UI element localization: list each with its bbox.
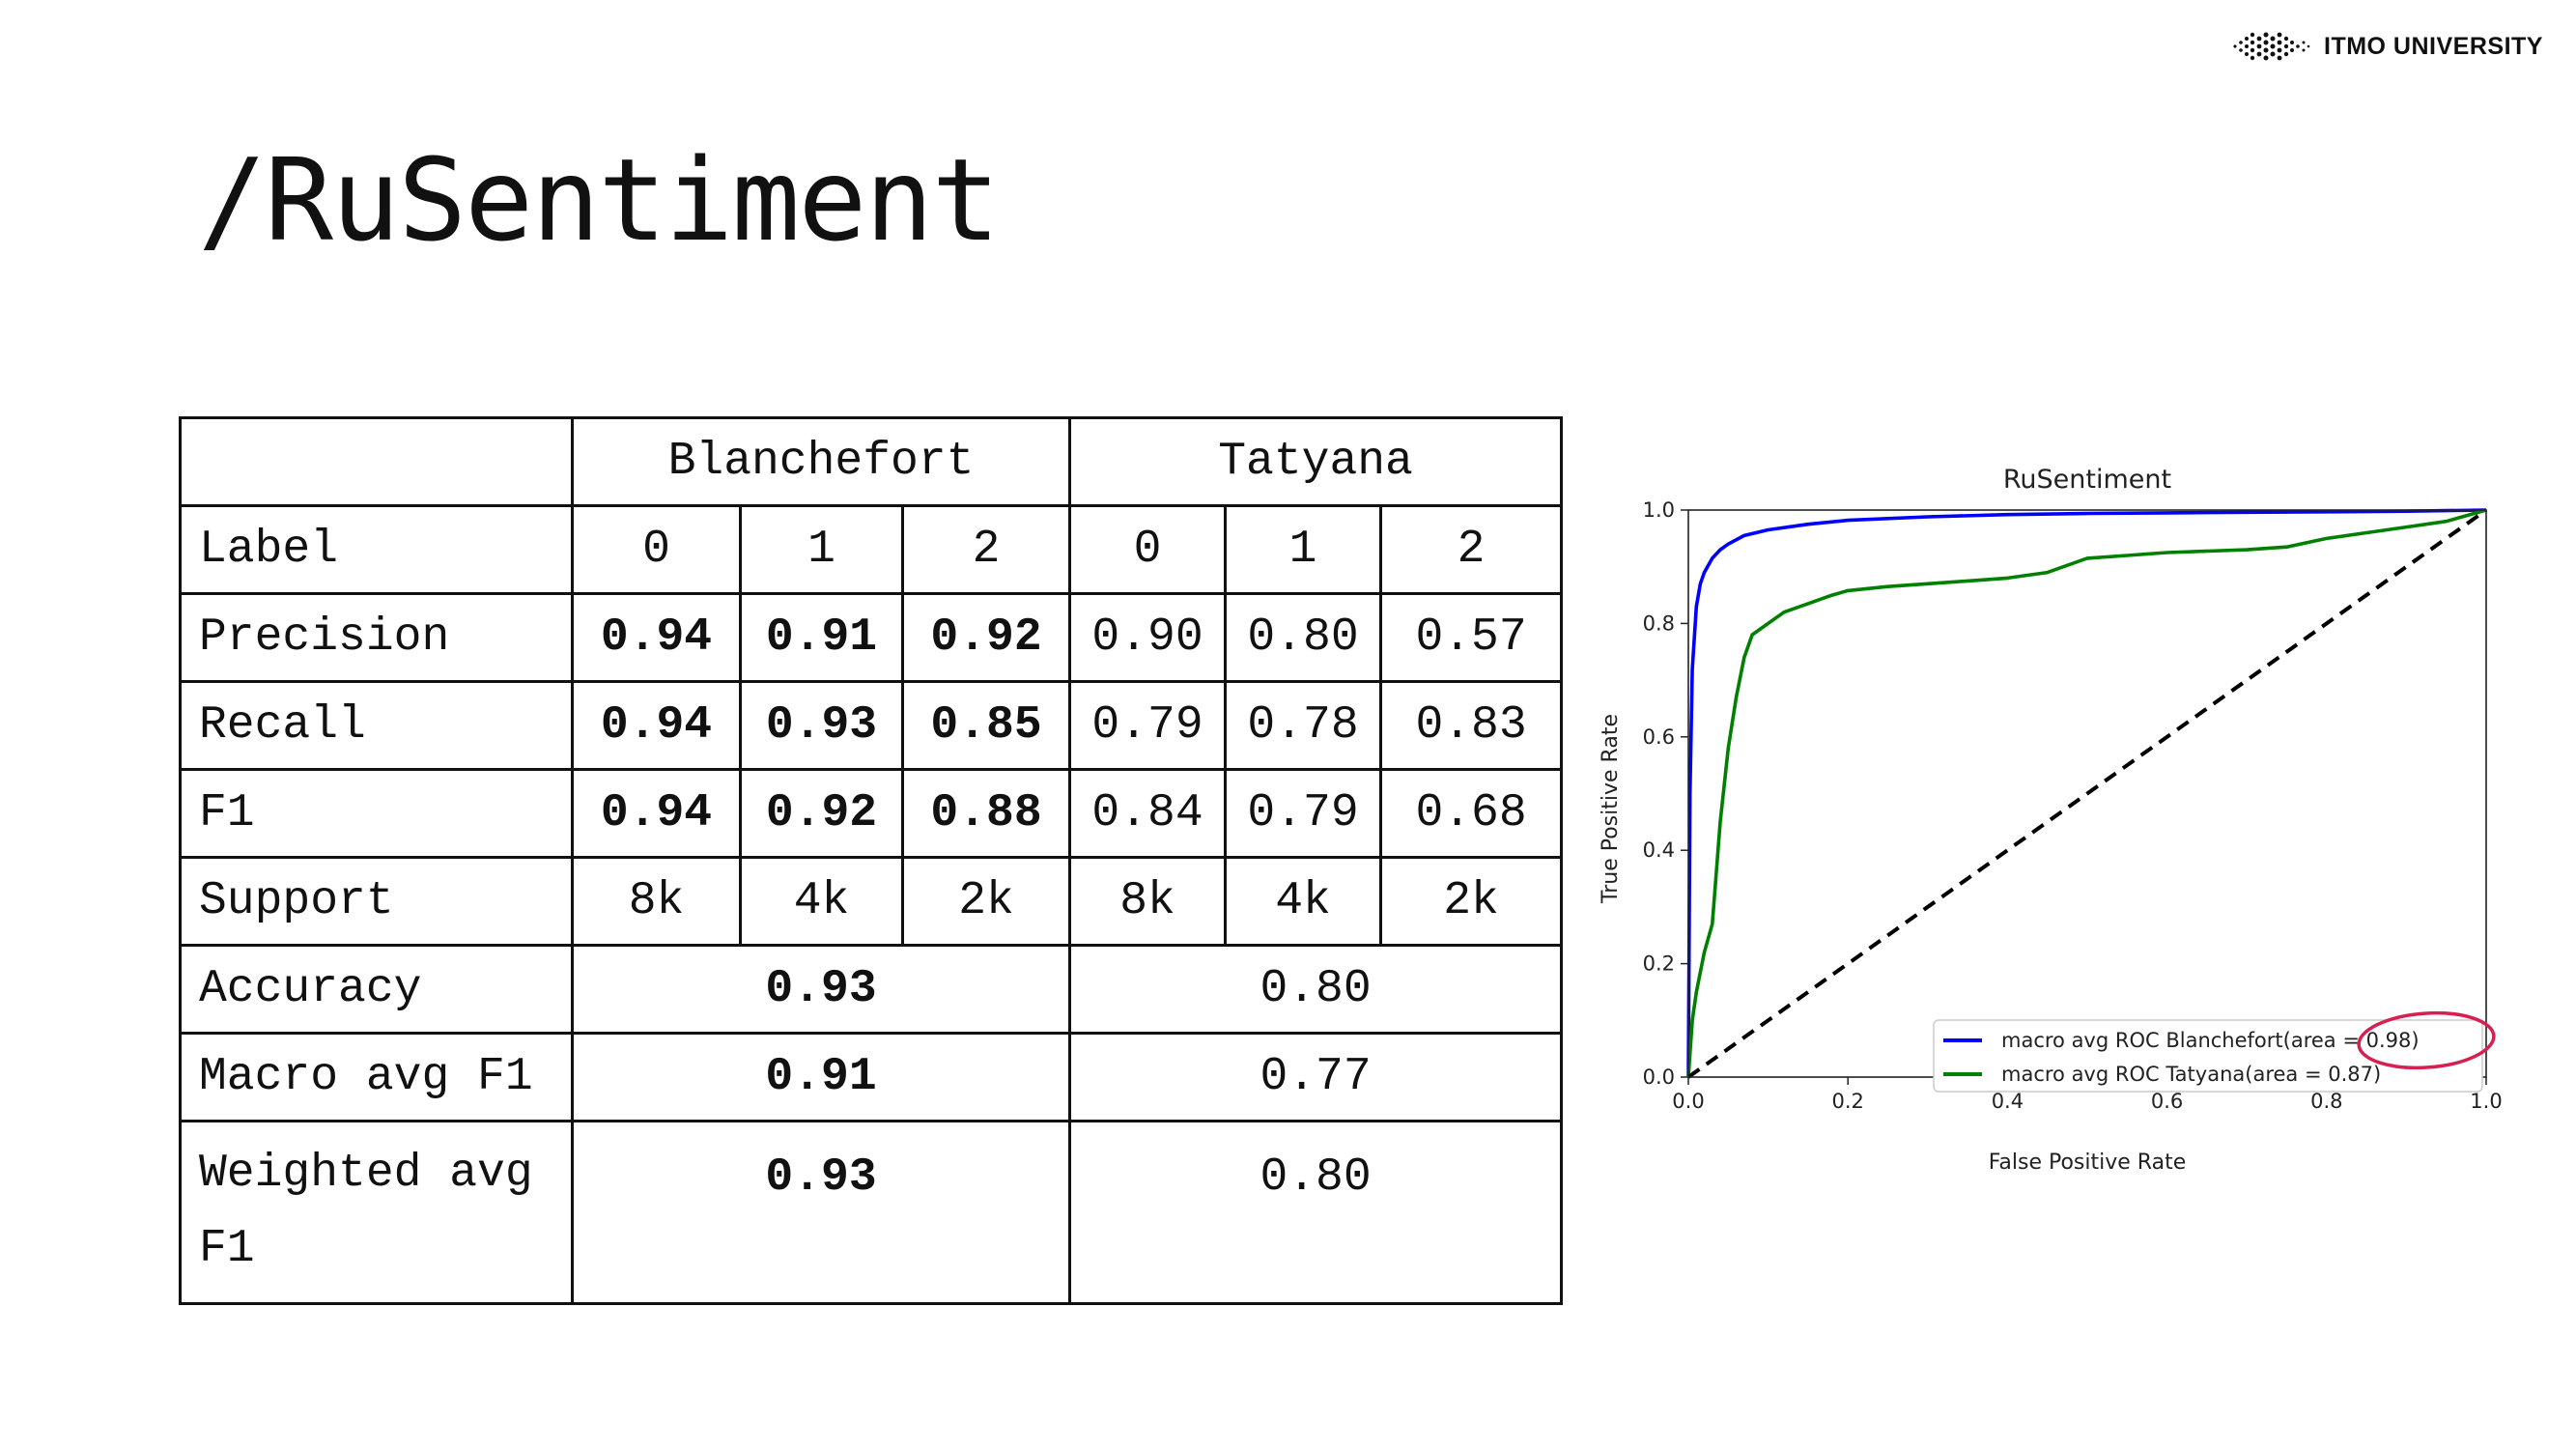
class-label-cell: 1 [1224, 504, 1383, 595]
x-tick-label: 0.6 [2151, 1090, 2183, 1113]
class-label-cell: 0 [571, 504, 742, 595]
summary-cell-blanchefort: 0.91 [570, 1032, 1072, 1122]
metrics-table: Blanchefort Tatyana Label 0 1 2 0 1 2 Pr… [179, 416, 1564, 1305]
accuracy-row: Accuracy 0.93 0.80 [179, 944, 1564, 1035]
x-tick-label: 1.0 [2470, 1090, 2502, 1113]
metric-cell: 4k [1224, 856, 1383, 947]
x-tick-label: 0.2 [1831, 1090, 1863, 1113]
metric-cell: 0.94 [571, 592, 742, 683]
x-tick-label: 0.8 [2310, 1090, 2342, 1113]
x-tick-label: 0.4 [1992, 1090, 2024, 1113]
recall-row: Recall 0.94 0.93 0.85 0.79 0.78 0.83 [179, 680, 1564, 771]
metric-cell: 0.88 [900, 768, 1072, 859]
group-header-blanchefort: Blanchefort [570, 416, 1072, 507]
class-label-cell: 2 [900, 504, 1072, 595]
precision-row: Precision 0.94 0.91 0.92 0.90 0.80 0.57 [179, 592, 1564, 683]
x-tick-label: 0.0 [1672, 1090, 1704, 1113]
row-label: Recall [179, 680, 574, 771]
legend-label-blanchefort: macro avg ROC Blanchefort(area = 0.98) [2001, 1029, 2420, 1052]
corner-cell [179, 416, 574, 507]
metric-cell: 8k [1068, 856, 1228, 947]
class-label-cell: 1 [739, 504, 904, 595]
summary-cell-blanchefort: 0.93 [570, 944, 1072, 1035]
metric-cell: 0.57 [1379, 592, 1564, 683]
legend-box [1933, 1019, 2483, 1093]
metric-cell: 0.85 [900, 680, 1072, 771]
roc-chart: RuSentiment True Positive Rate False Pos… [1599, 465, 2503, 1175]
metric-cell: 0.80 [1224, 592, 1383, 683]
chart-title: RuSentiment [2003, 465, 2171, 495]
legend: macro avg ROC Blanchefort(area = 0.98) m… [1933, 1019, 2483, 1093]
summary-cell-tatyana: 0.77 [1068, 1032, 1564, 1122]
metric-cell: 0.91 [739, 592, 904, 683]
row-label: Macro avg F1 [179, 1032, 574, 1122]
metric-cell: 0.79 [1068, 680, 1228, 771]
label-row: Label 0 1 2 0 1 2 [179, 504, 1564, 595]
axis-ticks: 0.0 0.2 0.4 0.6 0.8 1.0 0.0 0.2 0.4 0.6 0.8 1.0 [1643, 498, 2503, 1113]
row-label: Label [179, 504, 574, 595]
itmo-logo: ITMO UNIVERSITY [2231, 29, 2543, 64]
metric-cell: 0.68 [1379, 768, 1564, 859]
metric-cell: 4k [739, 856, 904, 947]
logo-text: ITMO UNIVERSITY [2324, 32, 2543, 60]
summary-cell-tatyana: 0.80 [1068, 1120, 1564, 1305]
y-tick-label: 0.4 [1643, 838, 1675, 862]
f1-row: F1 0.94 0.92 0.88 0.84 0.79 0.68 [179, 768, 1564, 859]
y-tick-label: 1.0 [1643, 498, 1675, 522]
metric-cell: 2k [900, 856, 1072, 947]
roc-line-tatyana [1686, 508, 2487, 1078]
y-axis-label: True Positive Rate [1599, 714, 1623, 904]
metric-cell: 0.92 [739, 768, 904, 859]
row-label: F1 [179, 768, 574, 859]
x-axis-label: False Positive Rate [1989, 1151, 2186, 1175]
roc-line-blanchefort [1686, 508, 2487, 1078]
row-label: Precision [179, 592, 574, 683]
row-label: Accuracy [179, 944, 574, 1035]
metric-cell: 8k [571, 856, 742, 947]
y-tick-label: 0.8 [1643, 611, 1675, 635]
metric-cell: 0.83 [1379, 680, 1564, 771]
macro-f1-row: Macro avg F1 0.91 0.77 [179, 1032, 1564, 1122]
support-row: Support 8k 4k 2k 8k 4k 2k [179, 856, 1564, 947]
metric-cell: 0.79 [1224, 768, 1383, 859]
class-label-cell: 0 [1068, 504, 1228, 595]
metric-cell: 0.94 [571, 680, 742, 771]
row-label: Weighted avg F1 [179, 1120, 574, 1305]
metric-cell: 2k [1379, 856, 1564, 947]
summary-cell-blanchefort: 0.93 [570, 1120, 1072, 1305]
group-header-row: Blanchefort Tatyana [179, 416, 1564, 507]
metric-cell: 0.93 [739, 680, 904, 771]
weighted-f1-row: Weighted avg F1 0.93 0.80 [179, 1120, 1564, 1305]
class-label-cell: 2 [1379, 504, 1564, 595]
series-lines [1686, 508, 2488, 1079]
metric-cell: 0.84 [1068, 768, 1228, 859]
chance-diagonal-line [1686, 508, 2488, 1079]
itmo-dots-logo-icon [2233, 32, 2310, 61]
metric-cell: 0.90 [1068, 592, 1228, 683]
y-tick-label: 0.6 [1643, 725, 1675, 749]
legend-label-tatyana: macro avg ROC Tatyana(area = 0.87) [2001, 1063, 2381, 1086]
metric-cell: 0.92 [900, 592, 1072, 683]
auc-highlight-circle [2357, 1010, 2496, 1070]
metric-cell: 0.78 [1224, 680, 1383, 771]
row-label: Support [179, 856, 574, 947]
summary-cell-tatyana: 0.80 [1068, 944, 1564, 1035]
metric-cell: 0.94 [571, 768, 742, 859]
y-tick-label: 0.0 [1643, 1065, 1675, 1089]
y-tick-label: 0.2 [1643, 952, 1675, 976]
group-header-tatyana: Tatyana [1068, 416, 1564, 507]
slide-title: /RuSentiment [198, 133, 1001, 267]
